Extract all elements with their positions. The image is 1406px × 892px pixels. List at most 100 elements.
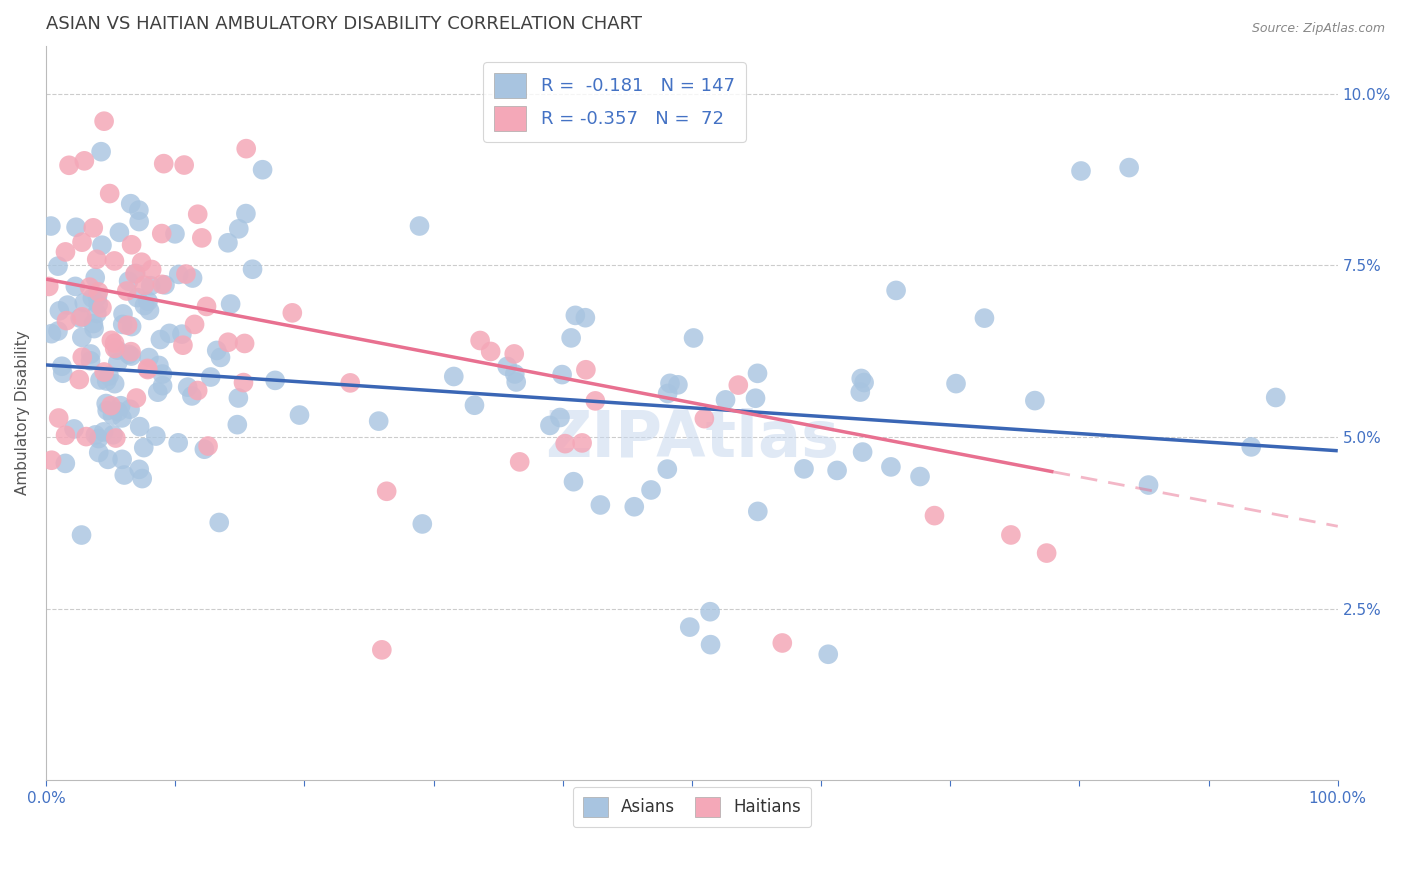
Point (70, 235, 93, 250)
Point (163, 227, 186, 241)
Point (659, 376, 682, 391)
Point (70, 310, 93, 324)
Point (666, 377, 689, 392)
Point (233, 336, 256, 351)
Point (1264, 391, 1286, 405)
Point (564, 309, 586, 323)
Point (89, 373, 111, 387)
Point (72, 350, 94, 364)
Point (134, 278, 156, 293)
Point (770, 636, 793, 650)
Point (107, 355, 129, 369)
Point (120, 344, 142, 359)
Point (111, 452, 134, 467)
Point (538, 418, 561, 433)
Point (562, 475, 585, 489)
Point (87, 432, 110, 446)
Point (120, 402, 142, 417)
Point (118, 347, 141, 361)
Point (505, 375, 527, 389)
Point (235, 206, 257, 220)
Point (187, 384, 209, 398)
Point (264, 373, 287, 387)
Point (463, 398, 485, 412)
Point (623, 500, 645, 514)
Point (55, 313, 77, 327)
Point (153, 277, 176, 292)
Point (727, 378, 749, 392)
Point (219, 297, 242, 311)
Point (107, 404, 129, 418)
Point (87, 445, 110, 459)
Point (177, 380, 200, 394)
Point (84, 428, 107, 442)
Point (1240, 440, 1263, 454)
Point (65, 279, 87, 293)
Point (51, 359, 73, 374)
Point (699, 605, 721, 619)
Point (96, 374, 118, 388)
Point (242, 262, 264, 277)
Point (138, 351, 160, 365)
Point (98, 368, 121, 383)
Point (443, 369, 465, 384)
Point (69, 311, 91, 326)
Point (226, 417, 249, 432)
Point (55, 244, 77, 259)
Point (86, 290, 108, 304)
Point (128, 214, 150, 228)
Text: ZIPAtlas: ZIPAtlas (544, 408, 839, 470)
Point (111, 411, 134, 425)
Point (139, 278, 162, 293)
Point (48, 303, 70, 318)
Point (496, 359, 519, 374)
Legend: Asians, Haitians: Asians, Haitians (572, 787, 811, 827)
Point (111, 307, 134, 321)
Point (93, 365, 115, 379)
Point (288, 408, 311, 422)
Point (73, 153, 96, 168)
Point (124, 267, 146, 281)
Point (371, 643, 394, 657)
Point (583, 393, 606, 408)
Point (509, 455, 531, 469)
Point (560, 331, 582, 345)
Point (217, 335, 239, 350)
Point (63, 422, 86, 436)
Point (281, 306, 304, 320)
Point (924, 508, 946, 523)
Point (150, 227, 173, 241)
Point (79, 280, 101, 294)
Point (183, 318, 205, 332)
Point (46, 259, 69, 273)
Point (149, 333, 172, 347)
Point (39, 219, 62, 233)
Point (125, 391, 148, 405)
Point (108, 225, 131, 239)
Point (747, 504, 769, 518)
Point (58, 158, 80, 172)
Point (172, 338, 194, 352)
Point (104, 431, 127, 445)
Point (121, 237, 143, 252)
Point (128, 203, 150, 218)
Point (852, 445, 875, 459)
Point (945, 376, 967, 391)
Point (853, 376, 876, 390)
Point (127, 291, 149, 305)
Point (849, 385, 872, 400)
Point (235, 142, 257, 156)
Point (679, 620, 702, 634)
Point (86, 252, 108, 267)
Point (46, 324, 69, 338)
Point (554, 436, 576, 450)
Point (111, 318, 134, 332)
Point (120, 349, 142, 363)
Point (136, 361, 159, 376)
Point (884, 284, 907, 298)
Point (574, 310, 596, 325)
Point (503, 347, 526, 361)
Point (575, 363, 598, 377)
Point (170, 327, 193, 342)
Point (117, 318, 139, 333)
